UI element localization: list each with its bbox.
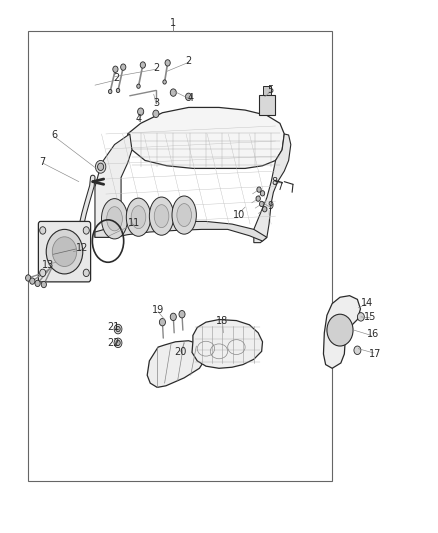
- Text: 19: 19: [152, 305, 164, 315]
- Text: 2: 2: [185, 56, 192, 66]
- Polygon shape: [95, 221, 267, 241]
- Circle shape: [165, 60, 170, 66]
- Circle shape: [116, 340, 120, 345]
- Circle shape: [35, 280, 40, 287]
- Text: 10: 10: [233, 209, 245, 220]
- Circle shape: [83, 227, 89, 234]
- Polygon shape: [147, 341, 205, 387]
- Circle shape: [113, 66, 118, 72]
- Text: 8: 8: [272, 176, 278, 187]
- Circle shape: [159, 318, 166, 326]
- Circle shape: [46, 229, 83, 274]
- Circle shape: [140, 62, 145, 68]
- Circle shape: [354, 346, 361, 354]
- Text: 12: 12: [76, 243, 88, 253]
- Text: 13: 13: [42, 261, 54, 270]
- Circle shape: [41, 281, 46, 288]
- Text: 3: 3: [153, 98, 159, 108]
- Circle shape: [357, 313, 364, 321]
- Circle shape: [83, 269, 89, 277]
- Circle shape: [52, 237, 77, 266]
- Text: 9: 9: [267, 200, 273, 211]
- Circle shape: [116, 88, 120, 93]
- Circle shape: [40, 269, 46, 277]
- Circle shape: [30, 278, 35, 284]
- Circle shape: [163, 80, 166, 84]
- Text: 6: 6: [51, 130, 57, 140]
- Text: 14: 14: [361, 297, 373, 308]
- Text: 20: 20: [174, 348, 187, 358]
- Text: 15: 15: [364, 312, 377, 322]
- Polygon shape: [323, 296, 360, 368]
- Polygon shape: [192, 319, 262, 368]
- Ellipse shape: [149, 197, 174, 235]
- Bar: [262, 86, 271, 95]
- Ellipse shape: [131, 206, 146, 229]
- Circle shape: [109, 90, 112, 94]
- Ellipse shape: [107, 207, 122, 231]
- Bar: [28, 30, 332, 481]
- Polygon shape: [95, 134, 132, 237]
- Text: 21: 21: [107, 322, 120, 333]
- Circle shape: [114, 324, 122, 334]
- Circle shape: [120, 64, 126, 70]
- Circle shape: [25, 275, 31, 281]
- FancyBboxPatch shape: [39, 221, 91, 282]
- Text: 17: 17: [369, 349, 381, 359]
- Text: 18: 18: [216, 316, 229, 326]
- Circle shape: [40, 227, 46, 234]
- Circle shape: [179, 311, 185, 318]
- Text: 2: 2: [113, 73, 120, 83]
- Circle shape: [327, 314, 353, 346]
- Circle shape: [98, 163, 104, 171]
- Text: 11: 11: [128, 218, 140, 228]
- Text: 2: 2: [153, 63, 159, 72]
- Ellipse shape: [102, 199, 127, 239]
- Text: 4: 4: [187, 93, 194, 103]
- Ellipse shape: [172, 196, 196, 234]
- Ellipse shape: [126, 198, 151, 236]
- Circle shape: [138, 108, 144, 115]
- Circle shape: [256, 196, 260, 201]
- Circle shape: [95, 160, 106, 173]
- Circle shape: [170, 89, 177, 96]
- Circle shape: [185, 93, 191, 101]
- Text: 5: 5: [267, 85, 273, 95]
- Text: 7: 7: [39, 157, 46, 166]
- Circle shape: [260, 191, 265, 196]
- Ellipse shape: [177, 204, 191, 227]
- Text: 16: 16: [367, 329, 380, 340]
- Circle shape: [262, 207, 267, 212]
- Circle shape: [170, 313, 177, 320]
- Text: 1: 1: [170, 18, 177, 28]
- Polygon shape: [127, 108, 284, 168]
- Circle shape: [153, 110, 159, 117]
- Polygon shape: [254, 134, 291, 243]
- Circle shape: [137, 84, 140, 88]
- Circle shape: [259, 201, 264, 207]
- Text: 22: 22: [107, 338, 120, 349]
- Circle shape: [116, 326, 120, 332]
- Bar: [259, 95, 275, 115]
- Circle shape: [114, 338, 122, 348]
- Text: 4: 4: [135, 114, 141, 124]
- Ellipse shape: [154, 205, 169, 228]
- Circle shape: [257, 187, 261, 192]
